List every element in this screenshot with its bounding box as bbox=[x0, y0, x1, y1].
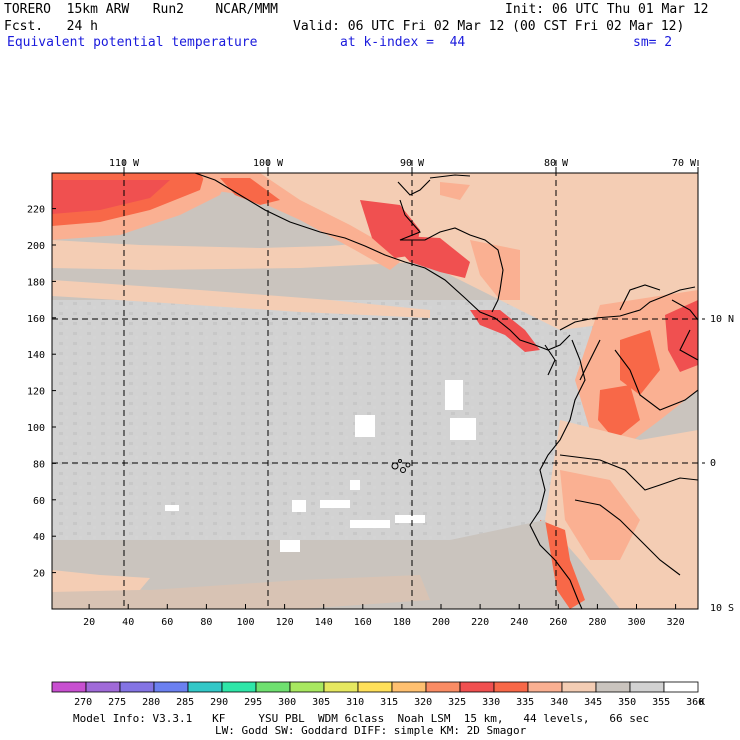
latitude-label: 0 bbox=[710, 458, 716, 469]
colorbar-swatch bbox=[255, 681, 291, 693]
longitude-label: 90 W bbox=[400, 158, 425, 169]
colorbar-swatch bbox=[663, 681, 699, 693]
colorbar-swatch bbox=[119, 681, 155, 693]
colorbar-label: 310 bbox=[346, 697, 364, 708]
y-tick-label: 140 bbox=[27, 350, 45, 361]
physics-info-line: LW: Godd SW: Goddard DIFF: simple KM: 2D… bbox=[215, 724, 527, 737]
x-tick-label: 140 bbox=[315, 617, 333, 628]
colorbar-label: 290 bbox=[210, 697, 228, 708]
colorbar-label: 330 bbox=[482, 697, 500, 708]
colorbar-swatch bbox=[595, 681, 631, 693]
coastlines bbox=[194, 173, 698, 609]
theta-e-field bbox=[52, 173, 698, 609]
colorbar-label: 325 bbox=[448, 697, 466, 708]
colorbar-swatch bbox=[85, 681, 121, 693]
colorbar-swatch bbox=[493, 681, 529, 693]
colorbar-swatch bbox=[323, 681, 359, 693]
right-latitude-labels: 10 N 0 10 S bbox=[710, 314, 734, 614]
x-tick-label: 260 bbox=[549, 617, 567, 628]
x-tick-label: 80 bbox=[200, 617, 212, 628]
colorbar-label: 275 bbox=[108, 697, 126, 708]
y-tick-label: 100 bbox=[27, 423, 45, 434]
level-label: at k-index = 44 bbox=[340, 35, 466, 50]
latitude-label: 10 S bbox=[710, 603, 734, 614]
colorbar-label: 355 bbox=[652, 697, 670, 708]
longitude-label: 110 W bbox=[109, 158, 140, 169]
colorbar-label: 345 bbox=[584, 697, 602, 708]
x-tick-label: 120 bbox=[276, 617, 294, 628]
colorbar-swatch bbox=[391, 681, 427, 693]
x-tick-label: 220 bbox=[471, 617, 489, 628]
colorbar-swatch bbox=[221, 681, 257, 693]
galapagos-islands bbox=[391, 459, 411, 473]
y-grid-index-labels: 20 40 60 80 100 120 140 160 180 200 220 bbox=[27, 205, 56, 580]
colorbar-label: 280 bbox=[142, 697, 160, 708]
x-tick-label: 40 bbox=[122, 617, 134, 628]
colorbar-swatch bbox=[187, 681, 223, 693]
y-tick-label: 120 bbox=[27, 387, 45, 398]
model-title: TORERO 15km ARW Run2 NCAR/MMM bbox=[4, 2, 278, 17]
x-tick-label: 320 bbox=[667, 617, 685, 628]
colorbar-label: 300 bbox=[278, 697, 296, 708]
longitude-label: 80 W bbox=[544, 158, 569, 169]
init-time: Init: 06 UTC Thu 01 Mar 12 bbox=[505, 2, 709, 17]
colorbar-label: 315 bbox=[380, 697, 398, 708]
colorbar-unit: K bbox=[699, 697, 705, 708]
y-tick-label: 160 bbox=[27, 314, 45, 325]
x-tick-label: 280 bbox=[588, 617, 606, 628]
y-tick-label: 20 bbox=[33, 569, 45, 580]
x-tick-label: 240 bbox=[510, 617, 528, 628]
field-name: Equivalent potential temperature bbox=[7, 35, 258, 50]
y-tick-label: 180 bbox=[27, 277, 45, 288]
y-tick-label: 200 bbox=[27, 241, 45, 252]
colorbar: 270 275 280 285 290 295 300 305 310 315 320 325 330 3… bbox=[51, 681, 705, 708]
top-tick-marks bbox=[123, 167, 699, 173]
x-tick-label: 200 bbox=[432, 617, 450, 628]
colorbar-label: 340 bbox=[550, 697, 568, 708]
top-longitude-labels: 110 W 100 W 90 W 80 W 70 W bbox=[109, 158, 697, 169]
x-tick-label: 100 bbox=[236, 617, 254, 628]
colorbar-swatch bbox=[357, 681, 393, 693]
model-info-line: Model Info: V3.3.1 KF YSU PBL WDM 6class… bbox=[73, 712, 650, 725]
colorbar-swatch bbox=[629, 681, 665, 693]
longitude-label: 70 W bbox=[672, 158, 697, 169]
y-tick-label: 60 bbox=[33, 496, 45, 507]
colorbar-label: 335 bbox=[516, 697, 534, 708]
smoothing-label: sm= 2 bbox=[633, 35, 673, 50]
x-tick-label: 160 bbox=[354, 617, 372, 628]
longitude-label: 100 W bbox=[253, 158, 284, 169]
colorbar-label: 305 bbox=[312, 697, 330, 708]
theta-e-minimum-patches bbox=[165, 380, 476, 552]
y-tick-label: 80 bbox=[33, 459, 45, 470]
colorbar-swatch bbox=[289, 681, 325, 693]
x-tick-label: 180 bbox=[393, 617, 411, 628]
x-tick-label: 20 bbox=[83, 617, 95, 628]
x-tick-label: 60 bbox=[161, 617, 173, 628]
latitude-label: 10 N bbox=[710, 314, 734, 325]
colorbar-swatch bbox=[51, 681, 87, 693]
valid-time: Valid: 06 UTC Fri 02 Mar 12 (00 CST Fri … bbox=[293, 19, 685, 34]
x-grid-index-labels: 20 40 60 80 100 120 140 160 180 200 220 240 260 280 30… bbox=[83, 604, 685, 628]
colorbar-label: 285 bbox=[176, 697, 194, 708]
x-tick-label: 300 bbox=[627, 617, 645, 628]
y-tick-label: 220 bbox=[27, 205, 45, 216]
colorbar-swatch bbox=[425, 681, 461, 693]
colorbar-label: 295 bbox=[244, 697, 262, 708]
colorbar-swatch bbox=[459, 681, 495, 693]
colorbar-swatch bbox=[561, 681, 597, 693]
colorbar-swatch bbox=[527, 681, 563, 693]
colorbar-swatch bbox=[153, 681, 189, 693]
colorbar-label: 360 bbox=[686, 697, 704, 708]
forecast-hour: Fcst. 24 h bbox=[4, 19, 98, 34]
y-tick-label: 40 bbox=[33, 532, 45, 543]
colorbar-label: 350 bbox=[618, 697, 636, 708]
colorbar-label: 320 bbox=[414, 697, 432, 708]
colorbar-label: 270 bbox=[74, 697, 92, 708]
